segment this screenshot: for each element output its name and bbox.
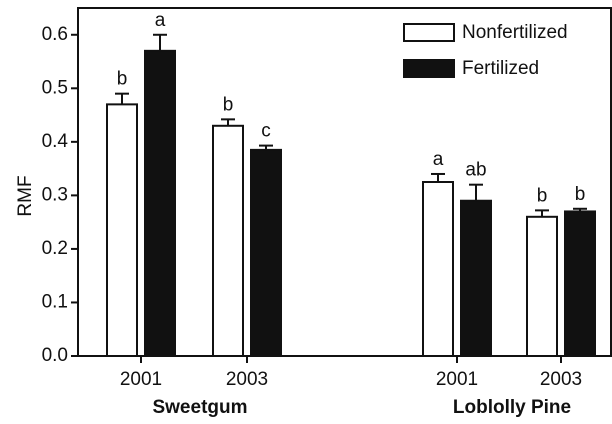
significance-letter: a [433,149,444,170]
significance-letter: c [261,121,271,142]
bar [144,49,176,357]
bar [106,103,138,357]
y-axis-label: RMF [15,175,36,216]
bar [422,181,454,357]
legend-swatch [403,59,455,78]
bar [250,148,282,357]
bar [564,210,596,357]
significance-letter: b [117,69,128,90]
group-label: Sweetgum [152,397,247,418]
bar [460,199,492,357]
x-tick-label: 2003 [540,369,582,390]
significance-letter: b [575,184,586,205]
y-tick-label: 0.0 [42,345,68,366]
x-tick-label: 2003 [226,369,268,390]
x-tick-label: 2001 [436,369,478,390]
y-tick-label: 0.3 [42,184,68,205]
legend-swatch [403,23,455,42]
legend-label: Fertilized [462,58,539,79]
legend-label: Nonfertilized [462,22,568,43]
significance-letter: ab [465,160,486,181]
bar [526,215,558,357]
significance-letter: b [223,94,234,115]
significance-letter: a [155,10,166,31]
y-tick-label: 0.5 [42,77,68,98]
y-tick-label: 0.1 [42,291,68,312]
y-tick-label: 0.4 [42,131,69,152]
significance-letter: b [537,185,548,206]
group-label: Loblolly Pine [453,397,571,418]
bar [212,124,244,357]
x-tick-label: 2001 [120,369,162,390]
y-tick-label: 0.6 [42,24,68,45]
y-tick-label: 0.2 [42,238,68,259]
